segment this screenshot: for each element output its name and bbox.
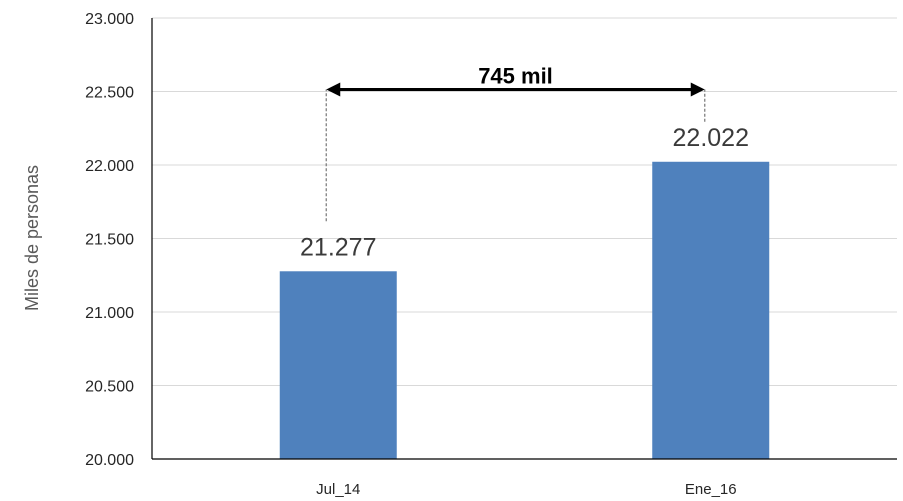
data-label: 21.277 [300, 233, 376, 261]
bars [279, 161, 770, 460]
data-labels: 21.277 22.022 [300, 124, 749, 262]
gridlines [152, 17, 897, 386]
x-tick-labels: Jul_14 Ene_16 [316, 481, 736, 498]
y-tick-label: 22.500 [85, 85, 134, 102]
arrow-head-right [690, 82, 705, 97]
axes [151, 18, 897, 460]
y-tick-label: 22.000 [85, 158, 134, 175]
bar [279, 271, 397, 459]
y-tick-label: 20.000 [85, 452, 134, 469]
bar [652, 161, 770, 460]
y-axis-title: Miles de personas [22, 165, 42, 311]
arrow-head-left [326, 82, 341, 97]
y-tick-label: 21.000 [85, 305, 134, 322]
y-tick-label: 20.500 [85, 379, 134, 396]
data-label: 22.022 [673, 124, 749, 152]
difference-label: 745 mil [478, 64, 553, 89]
y-tick-label: 21.500 [85, 232, 134, 249]
y-tick-labels: 20.000 20.500 21.000 21.500 22.000 22.500 23.0… [85, 11, 134, 469]
difference-annotation: 745 mil [325, 64, 706, 222]
x-tick-label: Ene_16 [685, 481, 737, 498]
x-tick-label: Jul_14 [316, 481, 360, 498]
y-tick-label: 23.000 [85, 11, 134, 28]
